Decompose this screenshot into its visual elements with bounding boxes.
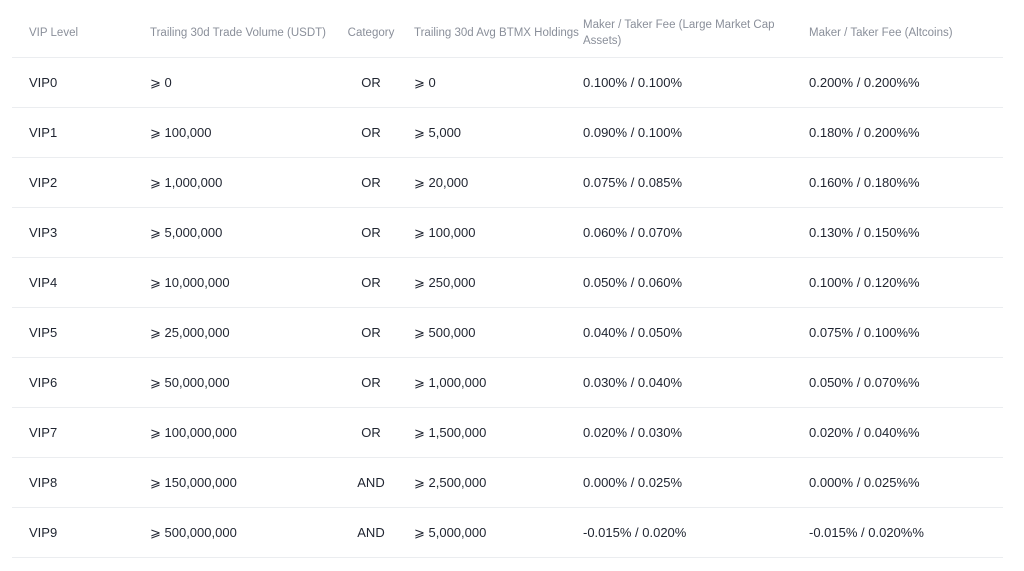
vip-fee-table: VIP Level Trailing 30d Trade Volume (USD…	[12, 8, 1003, 558]
table-row: VIP0 ⩾ 0 OR ⩾ 0 0.100% / 0.100% 0.200% /…	[12, 57, 1003, 108]
cell-fee-large-cap: -0.015% / 0.020%	[583, 507, 809, 558]
table-row: VIP2 ⩾ 1,000,000 OR ⩾ 20,000 0.075% / 0.…	[12, 157, 1003, 208]
cell-trade-volume: ⩾ 5,000,000	[150, 207, 328, 258]
cell-trade-volume: ⩾ 100,000	[150, 107, 328, 158]
cell-fee-large-cap: 0.050% / 0.060%	[583, 257, 809, 308]
table-row: VIP9 ⩾ 500,000,000 AND ⩾ 5,000,000 -0.01…	[12, 507, 1003, 558]
cell-category: OR	[328, 57, 414, 108]
cell-vip-level: VIP5	[12, 307, 150, 358]
cell-vip-level: VIP1	[12, 107, 150, 158]
header-fee-large-cap: Maker / Taker Fee (Large Market Cap Asse…	[583, 8, 809, 58]
cell-trade-volume: ⩾ 500,000,000	[150, 507, 328, 558]
cell-trade-volume: ⩾ 100,000,000	[150, 407, 328, 458]
header-fee-altcoins: Maker / Taker Fee (Altcoins)	[809, 8, 1003, 58]
table-row: VIP8 ⩾ 150,000,000 AND ⩾ 2,500,000 0.000…	[12, 457, 1003, 508]
cell-category: OR	[328, 357, 414, 408]
cell-fee-large-cap: 0.090% / 0.100%	[583, 107, 809, 158]
cell-btmx-holdings: ⩾ 500,000	[414, 307, 583, 358]
cell-btmx-holdings: ⩾ 1,500,000	[414, 407, 583, 458]
table-row: VIP4 ⩾ 10,000,000 OR ⩾ 250,000 0.050% / …	[12, 257, 1003, 308]
cell-fee-altcoins: 0.100% / 0.120%%	[809, 257, 1003, 308]
vip-fee-table-container: VIP Level Trailing 30d Trade Volume (USD…	[12, 8, 1003, 558]
cell-btmx-holdings: ⩾ 1,000,000	[414, 357, 583, 408]
cell-btmx-holdings: ⩾ 5,000,000	[414, 507, 583, 558]
cell-trade-volume: ⩾ 150,000,000	[150, 457, 328, 508]
table-row: VIP3 ⩾ 5,000,000 OR ⩾ 100,000 0.060% / 0…	[12, 207, 1003, 258]
cell-fee-altcoins: 0.130% / 0.150%%	[809, 207, 1003, 258]
cell-trade-volume: ⩾ 0	[150, 57, 328, 108]
cell-vip-level: VIP3	[12, 207, 150, 258]
cell-category: AND	[328, 457, 414, 508]
cell-category: AND	[328, 507, 414, 558]
cell-fee-altcoins: 0.020% / 0.040%%	[809, 407, 1003, 458]
header-row: VIP Level Trailing 30d Trade Volume (USD…	[12, 8, 1003, 58]
cell-category: OR	[328, 107, 414, 158]
cell-vip-level: VIP8	[12, 457, 150, 508]
cell-fee-large-cap: 0.020% / 0.030%	[583, 407, 809, 458]
cell-category: OR	[328, 257, 414, 308]
table-row: VIP5 ⩾ 25,000,000 OR ⩾ 500,000 0.040% / …	[12, 307, 1003, 358]
cell-fee-large-cap: 0.030% / 0.040%	[583, 357, 809, 408]
cell-fee-altcoins: 0.180% / 0.200%%	[809, 107, 1003, 158]
header-btmx-holdings: Trailing 30d Avg BTMX Holdings	[414, 8, 583, 58]
cell-category: OR	[328, 407, 414, 458]
cell-fee-large-cap: 0.100% / 0.100%	[583, 57, 809, 108]
cell-btmx-holdings: ⩾ 100,000	[414, 207, 583, 258]
table-header: VIP Level Trailing 30d Trade Volume (USD…	[12, 8, 1003, 58]
header-category: Category	[328, 8, 414, 58]
cell-vip-level: VIP9	[12, 507, 150, 558]
cell-btmx-holdings: ⩾ 5,000	[414, 107, 583, 158]
cell-fee-altcoins: 0.160% / 0.180%%	[809, 157, 1003, 208]
cell-fee-large-cap: 0.000% / 0.025%	[583, 457, 809, 508]
cell-category: OR	[328, 207, 414, 258]
header-vip-level: VIP Level	[12, 8, 150, 58]
cell-btmx-holdings: ⩾ 2,500,000	[414, 457, 583, 508]
cell-trade-volume: ⩾ 25,000,000	[150, 307, 328, 358]
cell-fee-altcoins: 0.075% / 0.100%%	[809, 307, 1003, 358]
table-row: VIP6 ⩾ 50,000,000 OR ⩾ 1,000,000 0.030% …	[12, 357, 1003, 408]
table-row: VIP7 ⩾ 100,000,000 OR ⩾ 1,500,000 0.020%…	[12, 407, 1003, 458]
cell-vip-level: VIP6	[12, 357, 150, 408]
cell-trade-volume: ⩾ 10,000,000	[150, 257, 328, 308]
cell-btmx-holdings: ⩾ 20,000	[414, 157, 583, 208]
cell-fee-altcoins: 0.050% / 0.070%%	[809, 357, 1003, 408]
cell-vip-level: VIP4	[12, 257, 150, 308]
cell-fee-large-cap: 0.060% / 0.070%	[583, 207, 809, 258]
cell-btmx-holdings: ⩾ 250,000	[414, 257, 583, 308]
cell-fee-large-cap: 0.075% / 0.085%	[583, 157, 809, 208]
cell-category: OR	[328, 157, 414, 208]
cell-fee-altcoins: 0.000% / 0.025%%	[809, 457, 1003, 508]
cell-category: OR	[328, 307, 414, 358]
cell-fee-large-cap: 0.040% / 0.050%	[583, 307, 809, 358]
cell-fee-altcoins: -0.015% / 0.020%%	[809, 507, 1003, 558]
header-trade-volume: Trailing 30d Trade Volume (USDT)	[150, 8, 328, 58]
cell-vip-level: VIP2	[12, 157, 150, 208]
table-row: VIP1 ⩾ 100,000 OR ⩾ 5,000 0.090% / 0.100…	[12, 107, 1003, 158]
cell-vip-level: VIP0	[12, 57, 150, 108]
cell-fee-altcoins: 0.200% / 0.200%%	[809, 57, 1003, 108]
cell-trade-volume: ⩾ 1,000,000	[150, 157, 328, 208]
cell-vip-level: VIP7	[12, 407, 150, 458]
cell-trade-volume: ⩾ 50,000,000	[150, 357, 328, 408]
table-body: VIP0 ⩾ 0 OR ⩾ 0 0.100% / 0.100% 0.200% /…	[12, 57, 1003, 558]
cell-btmx-holdings: ⩾ 0	[414, 57, 583, 108]
